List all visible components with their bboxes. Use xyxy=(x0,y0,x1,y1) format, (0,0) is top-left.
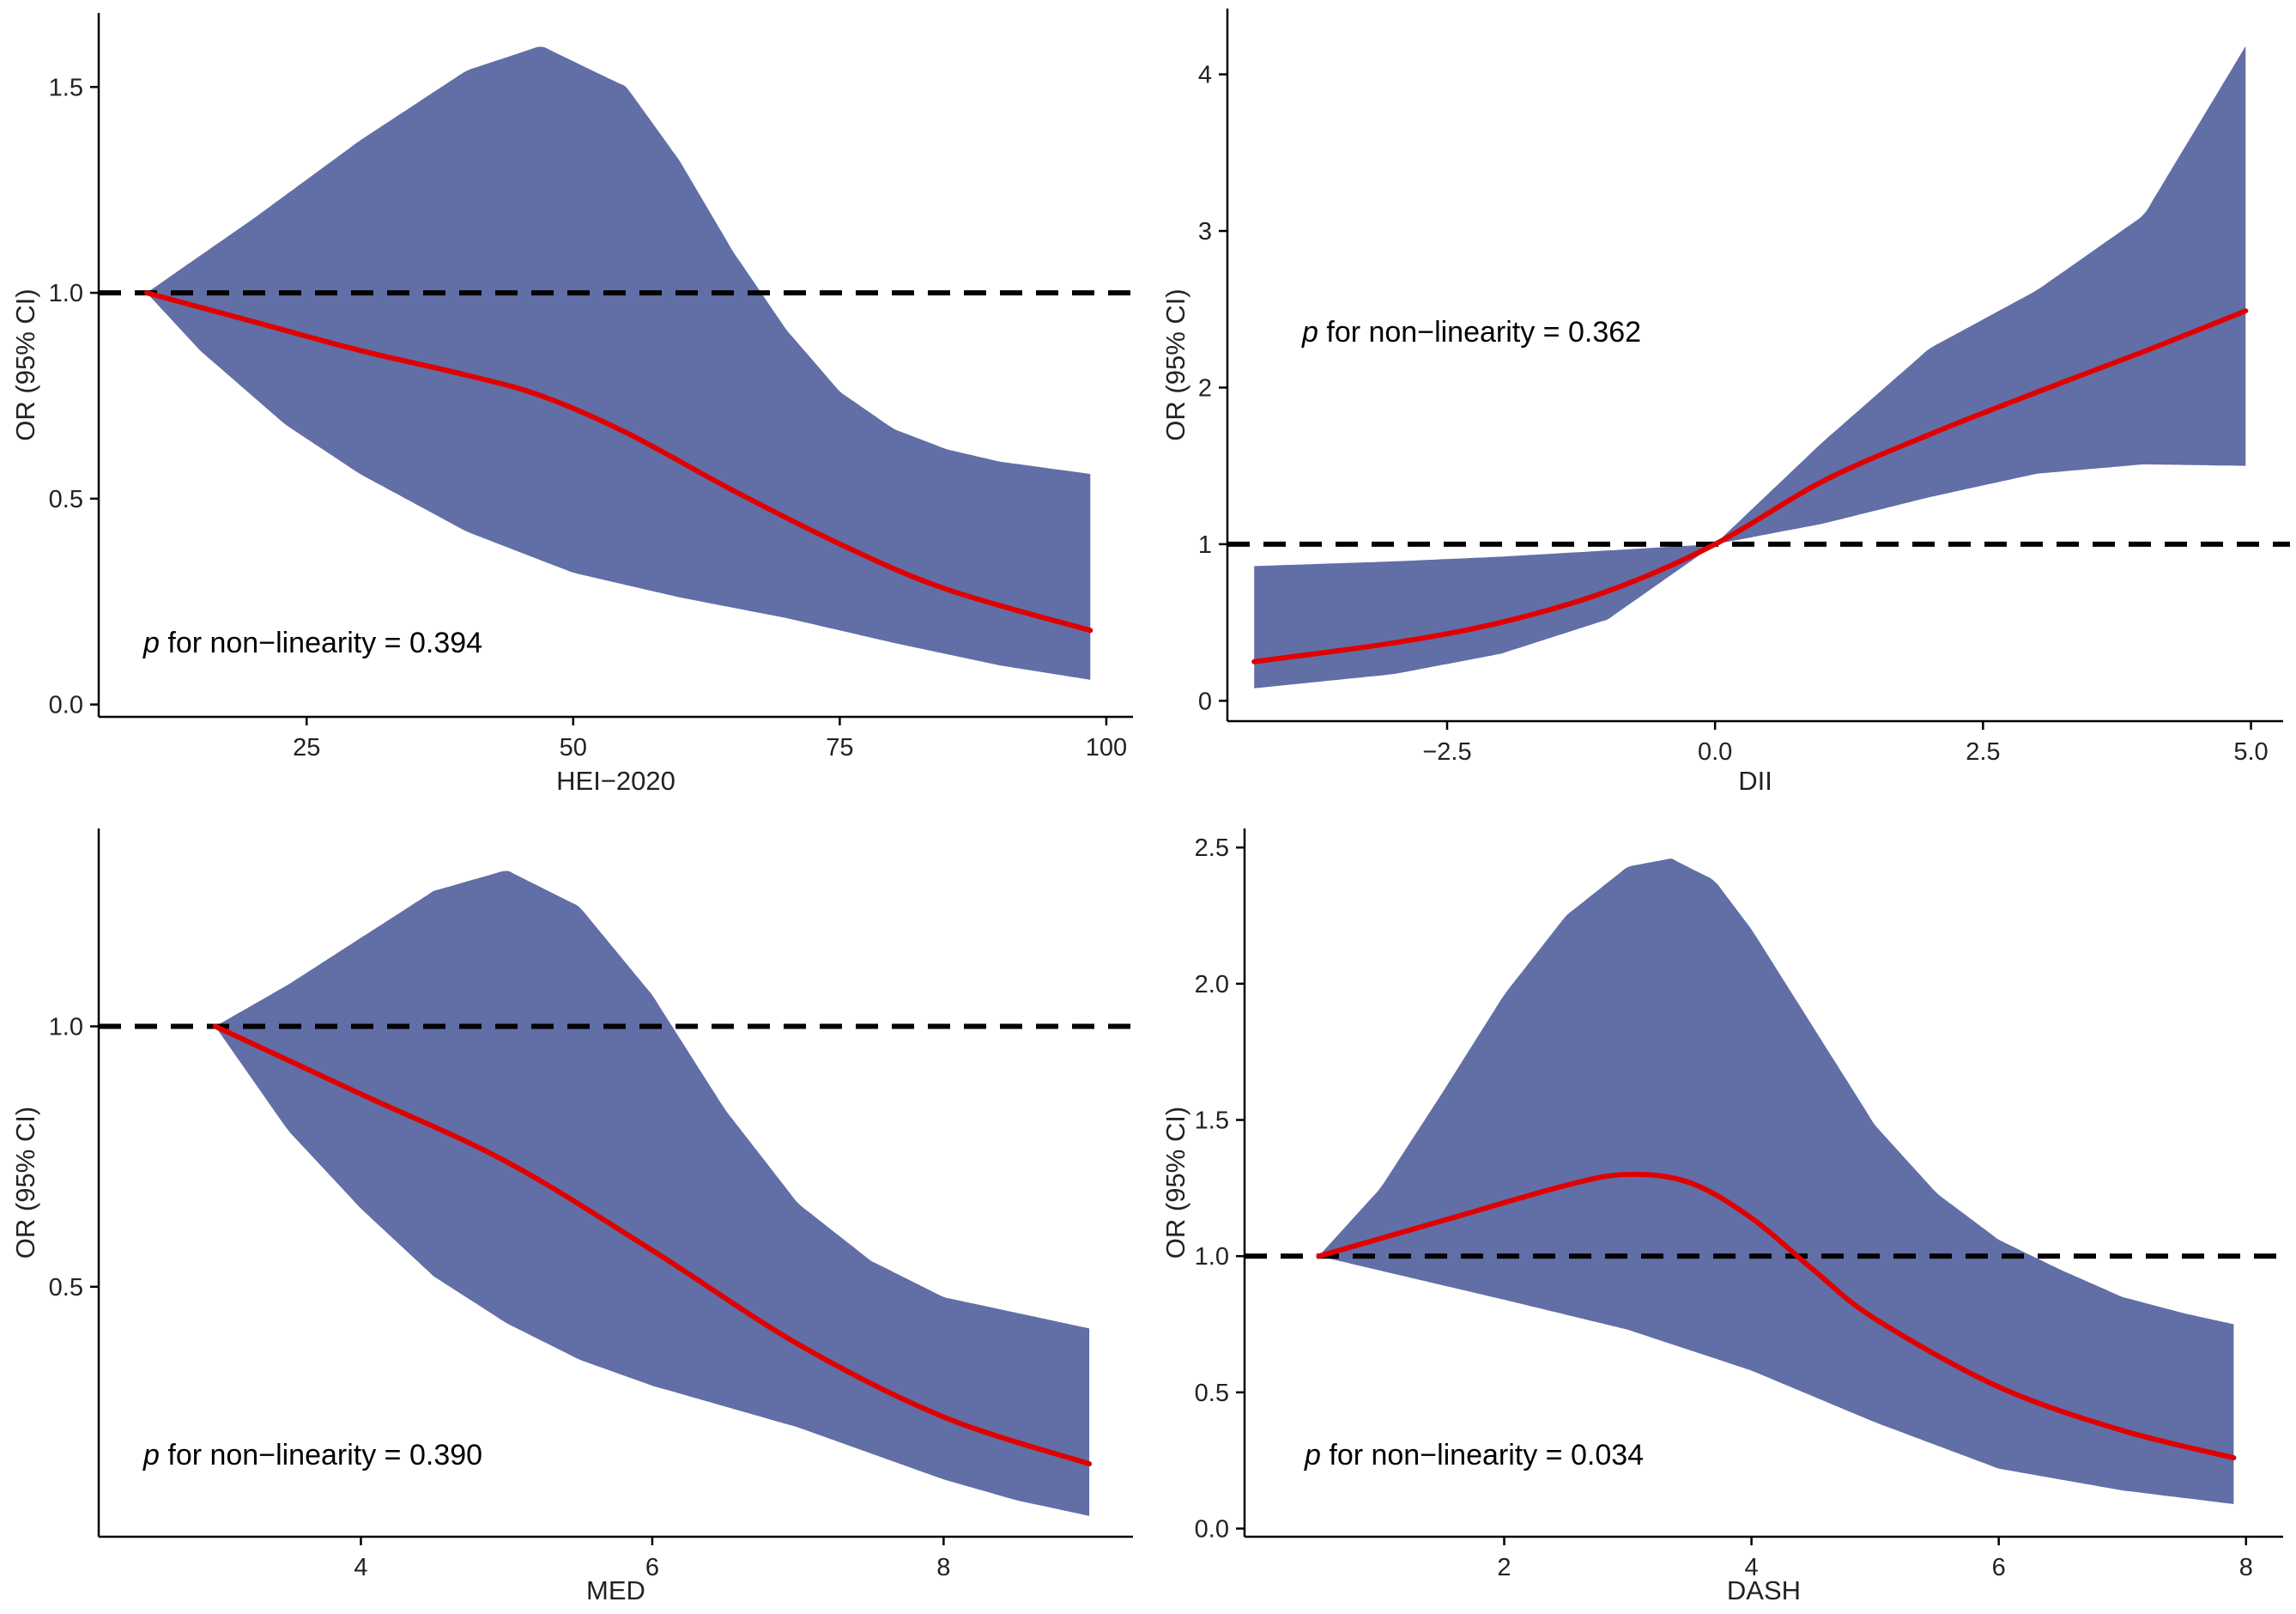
x-tick-label: 4 xyxy=(354,1554,367,1581)
y-tick-label: 1.0 xyxy=(49,280,83,307)
x-axis-title: HEI−2020 xyxy=(556,766,675,796)
p-symbol: p xyxy=(1301,316,1318,349)
confidence-band xyxy=(146,46,1091,680)
y-tick-label: 1.0 xyxy=(49,1014,83,1041)
p-symbol: p xyxy=(1304,1439,1321,1471)
y-tick-label: 0.0 xyxy=(1195,1515,1229,1543)
nonlinearity-annotation: p for non−linearity = 0.390 xyxy=(142,1439,482,1471)
y-tick-label: 0.5 xyxy=(49,1274,83,1302)
y-axis-title: OR (95% CI) xyxy=(10,288,40,440)
or-curve xyxy=(1251,308,2249,664)
y-axis-title: OR (95% CI) xyxy=(1160,288,1190,440)
y-axis-title: OR (95% CI) xyxy=(1160,1107,1190,1259)
confidence-band xyxy=(1254,46,2246,689)
p-symbol: p xyxy=(142,627,160,659)
p-value-text: for non−linearity = 0.390 xyxy=(160,1439,482,1471)
p-symbol: p xyxy=(142,1439,160,1471)
confidence-band xyxy=(1318,859,2234,1504)
confidence-band xyxy=(215,871,1090,1516)
or-curve xyxy=(1316,1171,2237,1460)
p-value-text: for non−linearity = 0.362 xyxy=(1318,316,1641,349)
panel-dii: 0 1 2 3 4 −2.5 0.0 2.5 5.0 DII OR (95% CI) p for no… xyxy=(1160,9,2290,796)
or-curve xyxy=(212,1023,1093,1467)
x-tick-label: 25 xyxy=(293,734,320,761)
y-tick-label: 2.0 xyxy=(1195,971,1229,998)
y-tick-label: 0 xyxy=(1198,688,1212,715)
x-tick-label: 0.0 xyxy=(1698,738,1732,766)
nonlinearity-annotation: p for non−linearity = 0.034 xyxy=(1304,1439,1644,1471)
x-tick-label: 8 xyxy=(936,1554,950,1581)
y-tick-label: 2.5 xyxy=(1195,834,1229,862)
x-tick-label: 50 xyxy=(560,734,587,761)
nonlinearity-annotation: p for non−linearity = 0.394 xyxy=(142,627,482,659)
x-tick-label: 6 xyxy=(645,1554,659,1581)
x-axis-title: DASH xyxy=(1727,1575,1801,1605)
y-tick-label: 0.0 xyxy=(49,692,83,719)
y-tick-label: 1 xyxy=(1198,531,1212,559)
y-tick-label: 1.5 xyxy=(49,74,83,101)
x-tick-label: 4 xyxy=(1745,1554,1759,1581)
x-tick-label: 2 xyxy=(1497,1554,1511,1581)
x-axis-title: DII xyxy=(1738,766,1772,796)
y-tick-label: 0.5 xyxy=(1195,1380,1229,1407)
panel-med: 0.5 1.0 4 6 8 MED OR (95% CI) p for non−lineari… xyxy=(10,828,1140,1605)
x-tick-label: 75 xyxy=(826,734,853,761)
x-tick-label: 8 xyxy=(2239,1554,2253,1581)
x-tick-label: 6 xyxy=(1992,1554,2006,1581)
p-value-text: for non−linearity = 0.034 xyxy=(1321,1439,1644,1471)
y-tick-label: 4 xyxy=(1198,62,1212,89)
y-tick-label: 2 xyxy=(1198,374,1212,402)
panel-dash: 0.0 0.5 1.0 1.5 2.0 2.5 2 4 6 8 DASH OR (95% CI) p f… xyxy=(1160,828,2290,1605)
y-tick-label: 3 xyxy=(1198,218,1212,246)
y-tick-label: 0.5 xyxy=(49,486,83,513)
x-tick-label: 100 xyxy=(1086,734,1127,761)
x-tick-label: 2.5 xyxy=(1966,738,2000,766)
p-value-text: for non−linearity = 0.394 xyxy=(160,627,482,659)
y-tick-label: 1.5 xyxy=(1195,1107,1229,1135)
or-curve xyxy=(143,290,1093,634)
panel-hei: 0.0 0.5 1.0 1.5 25 50 75 100 HEI−2020 OR (95% CI)… xyxy=(10,13,1140,796)
nonlinearity-annotation: p for non−linearity = 0.362 xyxy=(1301,316,1641,349)
x-tick-label: 5.0 xyxy=(2233,738,2268,766)
y-tick-label: 1.0 xyxy=(1195,1243,1229,1271)
y-axis-title: OR (95% CI) xyxy=(10,1107,40,1259)
x-tick-label: −2.5 xyxy=(1422,738,1471,766)
x-axis-title: MED xyxy=(586,1575,645,1605)
